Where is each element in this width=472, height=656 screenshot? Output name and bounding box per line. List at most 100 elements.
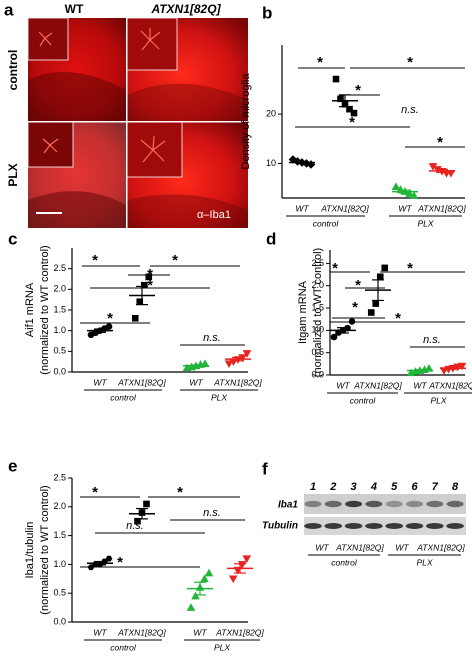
band [385,500,403,508]
data-point [457,362,467,371]
x-tick-label: ATXN1[82Q] [320,203,369,213]
y-tick-label: 0.5 [53,588,66,598]
panel-letter: b [262,3,272,22]
stain-label: α–Iba1 [197,209,231,221]
group-label: control [313,218,340,228]
significance-label: n.s. [203,507,221,519]
band [446,523,464,529]
data-point [428,163,438,171]
data-point [186,603,196,611]
blot-category: WT [395,542,409,552]
data-point [228,575,238,584]
data-point [242,350,252,358]
x-tick-label: WT [336,380,350,390]
lane-number: 8 [452,481,459,493]
significance-label: * [117,554,123,571]
data-point [337,95,344,103]
x-tick-label: WT [193,627,207,637]
group-label: PLX [417,218,433,228]
band [365,523,383,529]
y-tick-label: 20 [266,108,276,118]
y-tick-label: 0.0 [53,366,66,376]
group-label: PLX [211,392,227,402]
band [426,500,444,508]
lane-number: 3 [351,481,357,493]
panel-letter: f [262,459,268,478]
significance-label: * [317,54,323,71]
y-tick-label: 2.5 [53,472,66,482]
significance-label: * [349,114,355,131]
significance-label: n.s. [423,334,441,346]
data-point [200,574,209,583]
data-point [237,561,247,569]
band [365,500,383,508]
data-point [145,273,153,281]
data-point [424,364,434,372]
data-point [136,298,144,306]
y-tick-label: 2.5 [311,258,324,268]
y-tick-label: 2.0 [53,501,66,511]
significance-label: * [92,484,98,501]
blot-row-label: Iba1 [278,500,298,511]
data-point [134,517,141,525]
x-tick-label: ATXN1[82Q] [417,203,466,213]
data-point [143,500,150,508]
y-tick-label: 0.0 [311,369,324,379]
x-tick-label: WT [413,380,427,390]
band [426,523,444,529]
y-tick-label: 1.0 [311,325,324,335]
panel-letter: a [4,0,14,19]
band [304,500,322,508]
x-tick-label: WT [93,377,107,387]
lane-number: 7 [432,481,439,493]
significance-label: * [395,310,401,327]
lane-number: 4 [370,481,377,493]
data-point [332,75,340,83]
data-point [446,170,456,178]
y-tick-label: 1.0 [53,325,66,335]
data-point [346,105,353,113]
column-label: WT [65,2,84,16]
significance-label: n.s. [401,104,419,116]
x-tick-label: WT [295,203,309,213]
band [385,523,404,529]
blot-category: WT [315,542,329,552]
data-point [348,318,356,325]
y-axis-title: Itgam mRNA [297,280,309,344]
x-tick-label: ATXN1[82Q] [117,377,166,387]
data-point [376,273,384,281]
panel-letter: d [266,229,276,248]
data-point [330,333,338,341]
y-tick-label: 0.5 [53,346,66,356]
significance-label: * [92,252,98,269]
data-point [131,314,139,322]
group-label: PLX [416,557,432,567]
blot [304,494,466,535]
band [304,523,322,529]
y-tick-label: 0.0 [53,616,66,626]
y-axis-title: (normalized to WT control) [39,245,51,374]
lane-number: 6 [411,481,418,493]
data-point [242,555,252,563]
significance-label: * [355,277,361,294]
blot-category: ATXN1[82Q] [335,542,384,552]
data-point [105,323,113,330]
lane-number: 2 [329,481,336,493]
data-point [372,300,380,307]
significance-label: * [177,484,183,501]
data-point [350,109,358,117]
column-label: ATXN1[82Q] [150,2,221,16]
data-point [409,191,419,199]
y-tick-label: 1.5 [53,304,66,314]
group-label: PLX [430,395,446,405]
y-tick-label: 2.0 [311,280,324,290]
significance-label: n.s. [126,520,144,532]
row-label: control [6,50,20,91]
group-label: control [110,392,137,402]
data-point [204,568,214,577]
data-point [288,155,298,164]
y-axis-title: (normalized to WT control) [39,485,51,614]
x-tick-label: WT [398,203,412,213]
